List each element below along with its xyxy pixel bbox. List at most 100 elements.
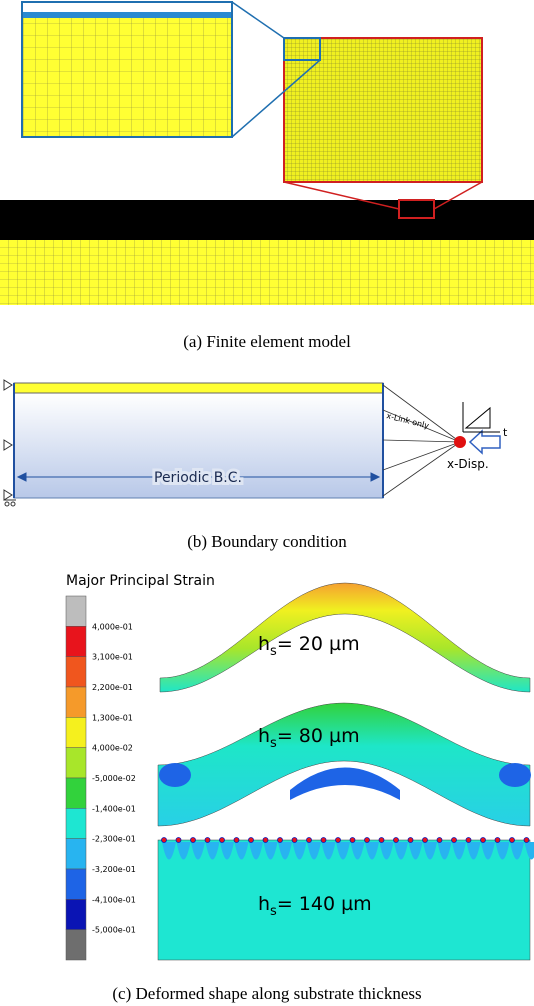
legend-swatch [65,868,87,900]
legend-swatch [65,595,87,627]
contour-region [159,763,191,787]
contour-region [510,842,524,860]
subscript: s [270,644,277,659]
contour-node [407,837,414,843]
symbol: h [258,633,270,655]
contour-region [350,842,365,860]
contour-node [277,837,283,843]
contour-node [378,837,385,843]
contour-node [320,837,327,843]
contour-region [394,842,408,860]
contour-region [524,842,534,860]
contour-shape [159,582,531,693]
contour-node [349,837,356,843]
contour-region [499,763,531,787]
legend: 4,000e-01 3,100e-01 2,200e-01 1,300e-01 4,00… [65,595,136,961]
legend-label: -1,400e-01 [92,804,136,813]
thickness-label: hs= 20 µm [258,633,360,659]
legend-label: -4,100e-01 [92,895,136,904]
contour-node [335,837,341,843]
contour-region [249,842,263,860]
legend-label: -5,000e-01 [92,926,136,935]
contour-node [291,837,298,843]
contour-node [306,837,312,843]
legend-swatch [65,777,87,809]
contour-node [233,837,240,843]
contour-region [191,842,205,860]
contour-node [422,837,428,843]
disp-label: x-Disp. [447,457,489,471]
subscript: s [270,904,277,919]
contour-region [408,842,423,860]
contour-region [162,842,176,860]
contour-region [437,842,452,860]
contour-node [248,837,254,843]
contour-node [436,837,443,843]
contour-region [423,842,437,860]
subscript: s [270,736,277,751]
contour-node [175,837,182,843]
contour-node [161,837,167,843]
legend-label: 1,300e-01 [92,713,133,722]
contour-node [393,837,399,843]
contour-shape [157,702,531,827]
contour-region [278,842,292,860]
legend-swatch [65,747,87,779]
legend-swatch [65,717,87,748]
contour-region [495,842,510,860]
legend-label: -3,200e-01 [92,865,136,874]
contour-plots [157,582,534,961]
legend-label: 2,200e-01 [92,683,133,692]
contour-node [523,837,530,843]
contour-node [364,837,370,843]
contour-region [205,842,220,860]
mesh-model [0,1,534,305]
thickness-label: hs= 80 µm [258,725,360,751]
legend-label: -2,300e-01 [92,835,136,844]
thickness-text: = 80 µm [277,725,360,747]
legend-swatch [65,838,87,870]
contour-region [481,842,495,860]
thickness-text: = 140 µm [277,893,372,915]
legend-swatch [65,686,87,718]
contour-region [321,842,336,860]
legend-title: Major Principal Strain [66,573,215,589]
caption: (b) Boundary condition [187,532,347,551]
contour-node [509,837,515,843]
caption: (a) Finite element model [183,332,351,351]
legend-label: 3,100e-01 [92,653,133,662]
legend-swatch [65,626,87,657]
thickness-text: = 20 µm [277,633,360,655]
contour-region [292,842,307,860]
contour-shape [157,839,531,961]
legend-swatch [65,929,87,961]
contour-node [262,837,269,843]
legend-swatch [65,656,87,688]
contour-region [176,842,191,860]
contour-region [379,842,394,860]
periodic-label: Periodic B.C. [154,470,242,486]
contour-region [290,767,400,800]
contour-node [465,837,472,843]
link-label: x-Link only [386,411,431,430]
contour-node [480,837,486,843]
contour-region [263,842,278,860]
contour-region [307,842,321,860]
contour-region [466,842,481,860]
caption: (c) Deformed shape along substrate thick… [112,984,421,1003]
contour-region [452,842,466,860]
contour-node [451,837,457,843]
boundary-diagram [3,379,501,507]
legend-swatch [65,808,87,839]
legend-label: 4,000e-01 [92,622,133,631]
legend-swatch [65,899,87,930]
legend-label: -5,000e-02 [92,774,136,783]
contour-region [220,842,234,860]
contour-region [234,842,249,860]
contour-region [336,842,350,860]
contour-node [494,837,501,843]
time-label: t [503,426,508,439]
contour-node [190,837,196,843]
contour-node [204,837,211,843]
